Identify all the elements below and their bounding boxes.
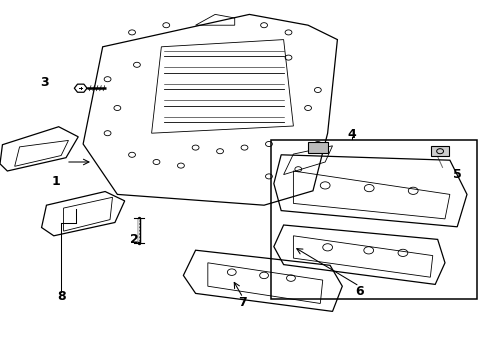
Text: 1: 1 (52, 175, 61, 188)
Bar (430, 146, 448, 156)
Bar (271, 140, 476, 299)
Text: 7: 7 (237, 296, 246, 309)
Text: 5: 5 (452, 168, 461, 181)
Text: 2: 2 (130, 233, 139, 246)
Text: 3: 3 (40, 76, 48, 89)
Text: 8: 8 (57, 291, 65, 303)
Text: 4: 4 (347, 129, 356, 141)
Text: 6: 6 (354, 285, 363, 298)
Bar (307, 142, 327, 153)
